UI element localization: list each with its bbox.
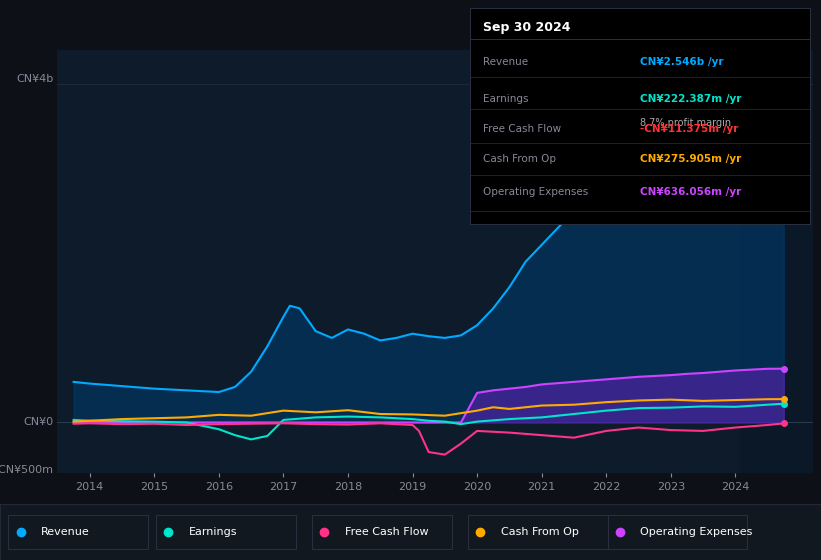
Text: Earnings: Earnings [189, 527, 237, 537]
Text: CN¥275.905m /yr: CN¥275.905m /yr [640, 155, 741, 164]
Text: Free Cash Flow: Free Cash Flow [484, 124, 562, 134]
Text: 8.7% profit margin: 8.7% profit margin [640, 118, 731, 128]
Text: Revenue: Revenue [41, 527, 89, 537]
Text: Cash From Op: Cash From Op [484, 155, 557, 164]
Text: Earnings: Earnings [484, 94, 529, 104]
Text: CN¥4b: CN¥4b [16, 74, 53, 84]
Text: -CN¥500m: -CN¥500m [0, 465, 53, 475]
FancyBboxPatch shape [312, 515, 452, 549]
Text: Operating Expenses: Operating Expenses [484, 186, 589, 197]
FancyBboxPatch shape [156, 515, 296, 549]
Text: Revenue: Revenue [484, 57, 529, 67]
FancyBboxPatch shape [8, 515, 148, 549]
Bar [741, 50, 813, 473]
Text: Cash From Op: Cash From Op [501, 527, 579, 537]
FancyBboxPatch shape [608, 515, 747, 549]
Text: CN¥0: CN¥0 [24, 417, 53, 427]
Text: CN¥222.387m /yr: CN¥222.387m /yr [640, 94, 741, 104]
FancyBboxPatch shape [468, 515, 608, 549]
Text: Operating Expenses: Operating Expenses [640, 527, 753, 537]
Text: -CN¥11.375m /yr: -CN¥11.375m /yr [640, 124, 738, 134]
Text: Sep 30 2024: Sep 30 2024 [484, 21, 571, 34]
Text: CN¥636.056m /yr: CN¥636.056m /yr [640, 186, 741, 197]
Text: Free Cash Flow: Free Cash Flow [345, 527, 429, 537]
Text: CN¥2.546b /yr: CN¥2.546b /yr [640, 57, 723, 67]
